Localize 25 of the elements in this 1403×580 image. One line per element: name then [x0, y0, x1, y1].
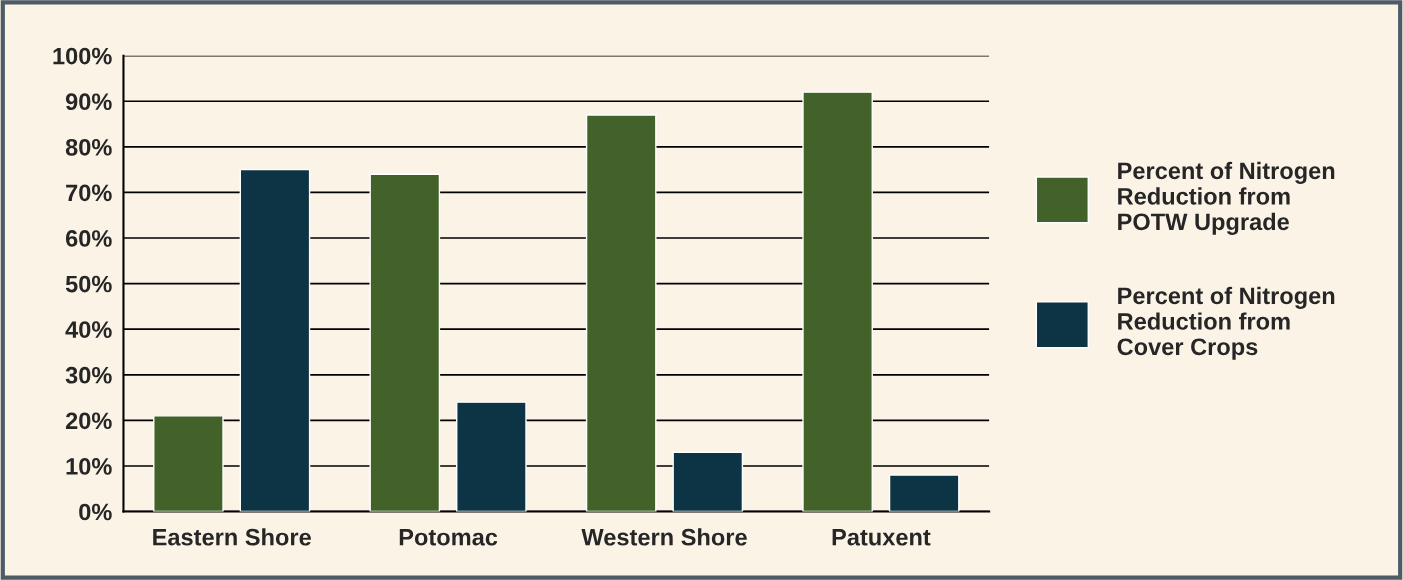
- bar: [239, 168, 311, 512]
- x-tick-label: Western Shore: [581, 528, 747, 546]
- y-tick-label: 30%: [65, 366, 112, 384]
- y-tick-label: 20%: [65, 412, 112, 430]
- y-tick-label: 100%: [53, 47, 112, 65]
- bar: [369, 173, 441, 512]
- y-tick-label: 90%: [65, 93, 112, 111]
- y-tick-label: 80%: [65, 138, 112, 156]
- legend-label: Percent of Nitrogen Reduction from Cover Crops: [1117, 286, 1335, 360]
- bar: [153, 415, 224, 512]
- bar: [672, 451, 744, 512]
- bar: [888, 474, 960, 512]
- bar: [585, 114, 657, 512]
- y-tick-label: 60%: [65, 230, 112, 247]
- y-tick-label: 0%: [79, 503, 112, 521]
- bar: [456, 401, 527, 512]
- y-tick-label: 70%: [66, 184, 112, 202]
- bar: [802, 91, 873, 512]
- y-tick-label: 40%: [65, 321, 112, 338]
- x-tick-label: Potomac: [399, 529, 498, 546]
- legend-label: Percent of Nitrogen Reduction from POTW Upgrade: [1118, 161, 1335, 235]
- x-tick-label: Eastern Shore: [153, 528, 311, 546]
- y-tick-label: 10%: [66, 458, 112, 475]
- x-tick-label: Patuxent: [832, 529, 931, 546]
- y-tick-label: 50%: [65, 275, 112, 293]
